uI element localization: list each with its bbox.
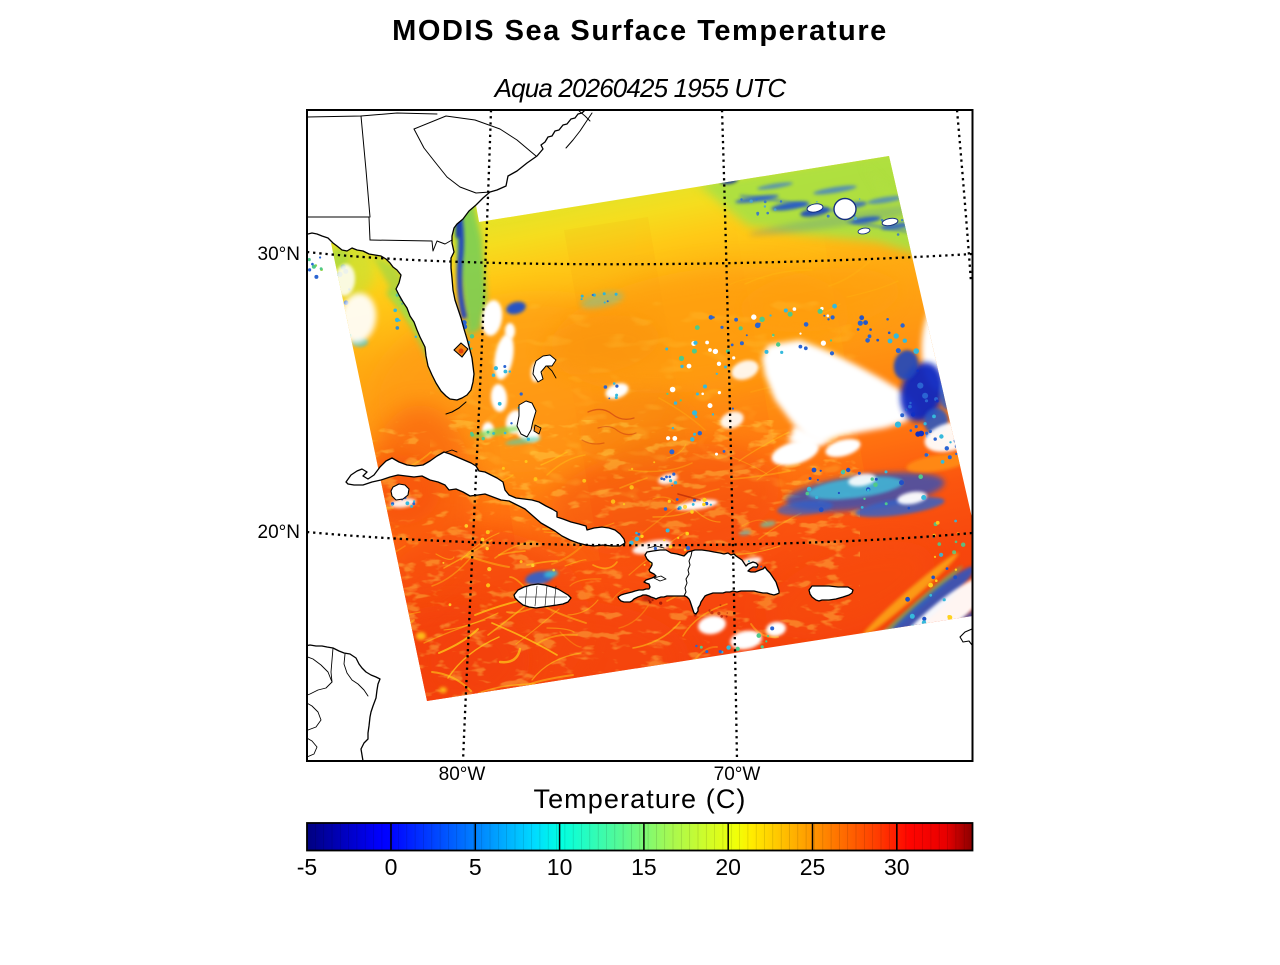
svg-text:70°W: 70°W bbox=[714, 764, 761, 785]
svg-text:15: 15 bbox=[631, 854, 657, 880]
svg-text:MODIS Sea Surface Temperature: MODIS Sea Surface Temperature bbox=[392, 15, 888, 47]
svg-text:5: 5 bbox=[469, 854, 482, 880]
svg-text:25: 25 bbox=[800, 854, 826, 880]
svg-text:Aqua 20260425 1955 UTC: Aqua 20260425 1955 UTC bbox=[493, 73, 787, 103]
svg-text:20: 20 bbox=[715, 854, 741, 880]
svg-text:10: 10 bbox=[547, 854, 573, 880]
svg-text:-5: -5 bbox=[297, 854, 317, 880]
svg-text:30: 30 bbox=[884, 854, 910, 880]
svg-text:0: 0 bbox=[385, 854, 398, 880]
svg-text:Temperature (C): Temperature (C) bbox=[533, 784, 746, 814]
svg-text:30°N: 30°N bbox=[258, 244, 300, 265]
svg-text:80°W: 80°W bbox=[439, 764, 486, 785]
svg-text:20°N: 20°N bbox=[258, 522, 300, 543]
